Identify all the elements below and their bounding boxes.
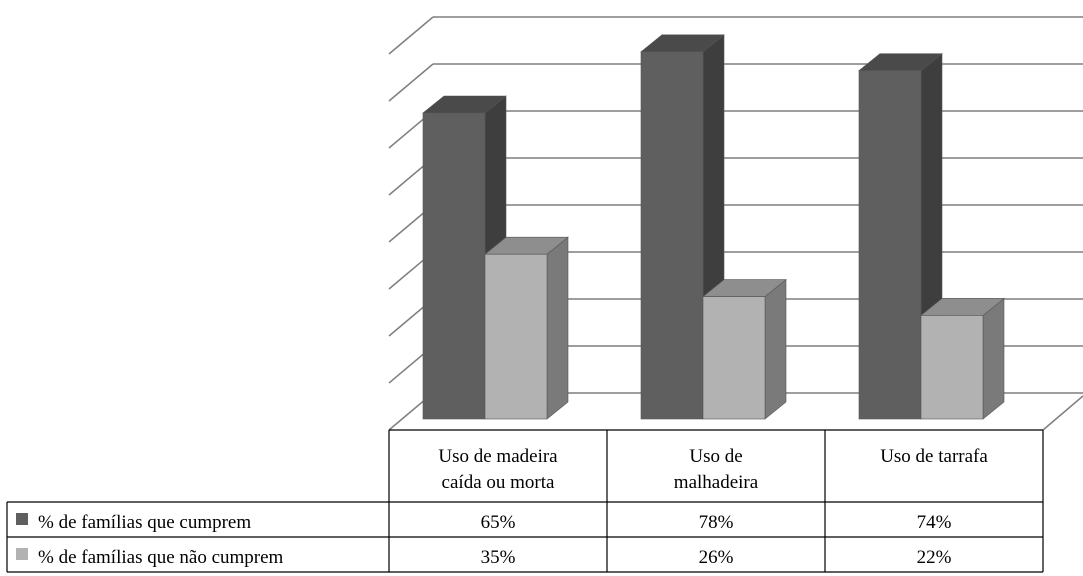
legend-swatch bbox=[16, 548, 28, 560]
category-label: Uso de tarrafa bbox=[880, 446, 988, 467]
data-label: 74% bbox=[917, 512, 952, 533]
bar bbox=[920, 315, 984, 420]
data-label: 78% bbox=[699, 512, 734, 533]
data-label: 35% bbox=[481, 547, 516, 568]
bar-side bbox=[764, 278, 787, 420]
category-label: Uso de bbox=[689, 446, 742, 467]
legend-series-name: % de famílias que cumprem bbox=[38, 512, 251, 533]
data-label: 22% bbox=[917, 547, 952, 568]
bar bbox=[484, 253, 548, 420]
bar bbox=[422, 112, 486, 420]
bar bbox=[702, 296, 766, 420]
data-label: 65% bbox=[481, 512, 516, 533]
category-label: Uso de madeira bbox=[438, 446, 558, 467]
legend-series-name: % de famílias que não cumprem bbox=[38, 547, 284, 568]
legend-swatch bbox=[16, 513, 28, 525]
bar-side bbox=[982, 297, 1005, 420]
bar bbox=[640, 51, 704, 420]
gridline-side bbox=[388, 63, 434, 102]
category-label: caída ou morta bbox=[442, 472, 555, 493]
data-label: 26% bbox=[699, 547, 734, 568]
category-label: malhadeira bbox=[674, 472, 759, 493]
bar bbox=[858, 70, 922, 420]
bar-side bbox=[546, 236, 569, 420]
gridline-side bbox=[388, 16, 434, 55]
floor-right-edge bbox=[1042, 395, 1083, 431]
